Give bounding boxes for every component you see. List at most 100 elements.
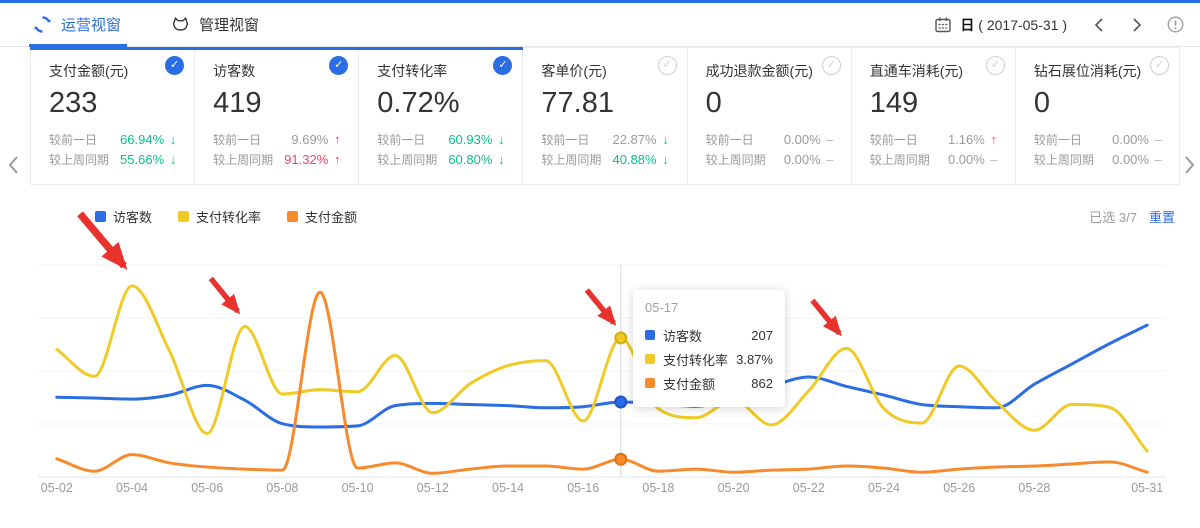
tooltip-swatch-icon [645,330,655,340]
card-rows: 较前一日 0.00% – 较上周同期 0.00% – [706,129,835,169]
tooltip-row: 支付金额 862 [645,371,773,395]
tooltip-value: 207 [751,327,773,343]
next-date-button[interactable] [1131,17,1143,33]
comparison-label: 较上周同期 [49,152,110,167]
cards-prev-button[interactable] [8,155,19,175]
x-axis-label: 05-22 [793,481,825,495]
x-axis-label: 05-14 [492,481,524,495]
card-rows: 较前一日 22.87% ↓ 较上周同期 40.88% ↓ [541,129,670,169]
comparison-label: 较前一日 [213,132,262,147]
metric-card[interactable]: ✓ 钻石展位消耗(元) 0 较前一日 0.00% – 较上周同期 0.00% – [1015,48,1179,184]
check-badge[interactable]: ✓ [657,56,677,75]
tooltip-value: 3.87% [736,351,773,367]
comparison-row: 较前一日 60.93% ↓ [377,129,506,149]
reset-button[interactable]: 重置 [1148,209,1175,225]
card-rows: 较前一日 9.69% ↑ 较上周同期 91.32% ↑ [213,129,342,169]
check-icon: ✓ [334,59,344,71]
metric-cards: ✓ 支付金额(元) 233 较前一日 66.94% ↓ 较上周同期 55.66% ↓ ✓ … [29,47,1180,185]
comparison-value: 0.00% [783,151,821,167]
tooltip-label: 支付金额 [663,376,716,392]
check-badge[interactable]: ✓ [329,56,349,75]
date-display[interactable]: 日 ( 2017-05-31 ) [960,15,1067,35]
check-badge[interactable]: ✓ [1149,56,1169,75]
check-icon: ✓ [826,59,836,71]
series-line-payment-amount [55,290,1149,475]
prev-date-button[interactable] [1093,17,1105,33]
check-icon: ✓ [1154,59,1165,71]
legend-item-payment-amount[interactable]: 支付金额 [287,207,357,226]
x-axis-label: 05-31 [1131,481,1163,495]
x-axis-label: 05-28 [1018,481,1050,495]
check-badge[interactable]: ✓ [985,56,1005,75]
check-badge[interactable]: ✓ [493,56,513,75]
legend-item-visitors[interactable]: 访客数 [95,207,152,226]
card-value: 77.81 [541,87,614,119]
tooltip-row: 访客数 207 [645,323,773,347]
comparison-value: 66.94% [120,131,165,147]
trend-flat-icon: – [990,151,998,167]
comparison-value: 1.16% [947,131,985,147]
comparison-row: 较上周同期 60.80% ↓ [377,149,506,169]
trend-down-icon: ↓ [169,151,177,167]
card-title: 钻石展位消耗(元) [1033,63,1142,79]
card-rows: 较前一日 66.94% ↓ 较上周同期 55.66% ↓ [49,129,178,169]
comparison-label: 较上周同期 [213,152,274,167]
tooltip-title: 05-17 [645,300,679,315]
card-value: 419 [213,87,262,119]
tab-operations-label: 运营视窗 [61,17,122,34]
check-icon: ✓ [990,59,1000,71]
x-axis-label: 05-06 [191,481,223,495]
tooltip-rows: 访客数 207 支付转化率 3.87% 支付金额 862 [645,323,773,395]
date-granularity: 日 [960,16,975,33]
tab-operations[interactable]: 运营视窗 [29,3,128,47]
x-axis-label: 05-16 [567,481,599,495]
comparison-label: 较上周同期 [377,152,438,167]
operations-window-icon [34,16,51,33]
comparison-row: 较上周同期 40.88% ↓ [541,149,670,169]
comparison-row: 较上周同期 55.66% ↓ [49,149,178,169]
check-badge[interactable]: ✓ [821,56,841,75]
legend-item-conversion-rate[interactable]: 支付转化率 [178,207,261,226]
metric-card[interactable]: ✓ 支付转化率 0.72% 较前一日 60.93% ↓ 较上周同期 60.80% ↓ [358,47,524,184]
tab-management[interactable]: 管理视窗 [171,3,259,46]
tab-management-label: 管理视窗 [199,17,260,34]
series-line-visitors [55,323,1149,429]
tooltip-label: 访客数 [663,328,703,344]
highlight-dot-conversion-rate [614,331,628,345]
cards-next-button[interactable] [1184,155,1195,175]
check-badge[interactable]: ✓ [165,56,185,75]
legend-label: 支付转化率 [196,209,262,225]
card-value: 0.72% [377,87,460,119]
info-icon[interactable] [1167,16,1184,33]
comparison-row: 较前一日 9.69% ↑ [213,129,342,149]
card-value: 233 [49,87,98,119]
trend-down-icon: ↓ [662,131,669,147]
comparison-value: 40.88% [612,151,657,167]
comparison-label: 较上周同期 [541,152,602,167]
trend-up-icon: ↑ [334,131,341,147]
metric-card[interactable]: ✓ 客单价(元) 77.81 较前一日 22.87% ↓ 较上周同期 40.88% ↓ [523,48,688,184]
comparison-value: 55.66% [120,151,165,167]
check-icon: ✓ [498,59,508,71]
highlight-dot-visitors [614,395,628,409]
chart-canvas[interactable]: 05-02 05-04 05-06 05-08 05-10 05-12 05-14 05-16… [0,188,1200,523]
selected-count: 已选 3/7 [1089,209,1137,225]
legend-swatch-icon [287,210,299,222]
card-title: 客单价(元) [541,63,607,79]
metric-card[interactable]: ✓ 访客数 419 较前一日 9.69% ↑ 较上周同期 91.32% ↑ [194,47,360,184]
comparison-value: 91.32% [284,151,329,167]
metric-card[interactable]: ✓ 支付金额(元) 233 较前一日 66.94% ↓ 较上周同期 55.66% ↓ [29,47,196,184]
comparison-value: 0.00% [947,151,985,167]
metric-card[interactable]: ✓ 直通车消耗(元) 149 较前一日 1.16% ↑ 较上周同期 0.00% – [851,48,1016,184]
comparison-row: 较前一日 1.16% ↑ [870,129,999,149]
legend-row: 访客数 支付转化率 支付金额 已选 3/7 重置 [0,202,1200,230]
comparison-label: 较前一日 [1033,132,1082,147]
highlight-dot-payment-amount [614,452,628,466]
metric-card[interactable]: ✓ 成功退款金额(元) 0 较前一日 0.00% – 较上周同期 0.00% – [687,48,852,184]
chart-legend: 访客数 支付转化率 支付金额 [95,207,357,226]
check-icon: ✓ [662,59,672,71]
calendar-icon[interactable] [934,16,952,34]
date-value: ( 2017-05-31 ) [978,16,1067,33]
legend-right: 已选 3/7 重置 [1089,207,1175,226]
card-title: 成功退款金额(元) [705,63,813,79]
